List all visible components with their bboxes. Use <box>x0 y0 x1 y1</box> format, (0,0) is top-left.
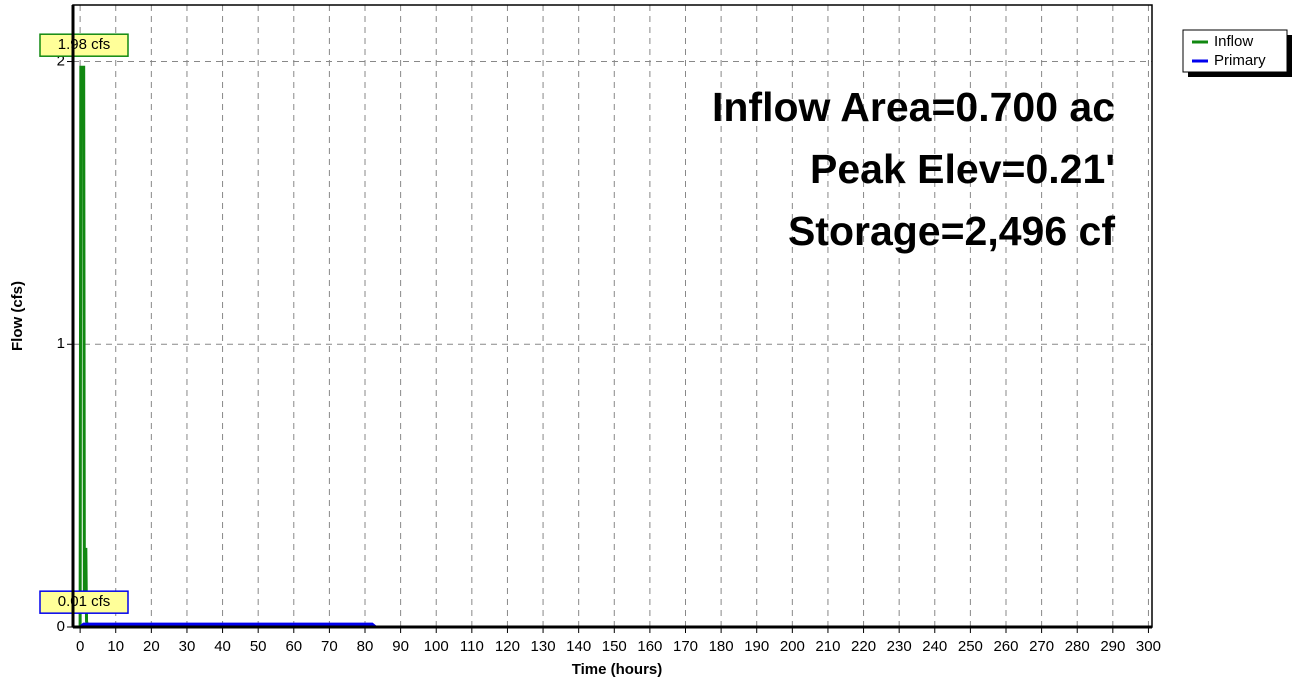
x-tick-label: 160 <box>637 638 662 655</box>
x-tick-label: 210 <box>815 638 840 655</box>
x-tick-label: 250 <box>958 638 983 655</box>
x-tick-label: 120 <box>495 638 520 655</box>
x-tick-label: 290 <box>1100 638 1125 655</box>
x-tick-label: 40 <box>214 638 231 655</box>
x-tick-label: 220 <box>851 638 876 655</box>
y-axis-label: Flow (cfs) <box>9 281 26 351</box>
x-tick-label: 140 <box>566 638 591 655</box>
peak-label: 0.01 cfs <box>58 593 111 610</box>
x-tick-label: 240 <box>922 638 947 655</box>
x-tick-label: 30 <box>179 638 196 655</box>
x-tick-label: 90 <box>392 638 409 655</box>
x-tick-label: 150 <box>602 638 627 655</box>
x-tick-label: 190 <box>744 638 769 655</box>
x-tick-label: 300 <box>1136 638 1161 655</box>
peak-label: 1.98 cfs <box>58 36 111 53</box>
x-tick-label: 10 <box>107 638 124 655</box>
annotation: Peak Elev=0.21' <box>810 146 1115 192</box>
peak-label-box <box>39 33 129 57</box>
legend-box <box>1182 29 1288 73</box>
x-tick-label: 230 <box>887 638 912 655</box>
x-axis-label: Time (hours) <box>572 661 663 678</box>
x-tick-label: 200 <box>780 638 805 655</box>
x-tick-label: 80 <box>357 638 374 655</box>
x-tick-label: 180 <box>709 638 734 655</box>
x-tick-label: 70 <box>321 638 338 655</box>
x-tick-label: 130 <box>531 638 556 655</box>
x-tick-label: 270 <box>1029 638 1054 655</box>
x-tick-label: 110 <box>460 638 484 655</box>
peak-label-box <box>39 590 129 614</box>
x-tick-label: 20 <box>143 638 160 655</box>
legend-label: Primary <box>1214 52 1266 69</box>
x-tick-label: 260 <box>993 638 1018 655</box>
annotation: Storage=2,496 cf <box>788 208 1115 254</box>
x-tick-label: 50 <box>250 638 267 655</box>
y-tick-label: 0 <box>57 618 65 635</box>
x-tick-label: 100 <box>424 638 449 655</box>
x-tick-label: 280 <box>1065 638 1090 655</box>
y-tick-label: 1 <box>57 335 65 352</box>
x-tick-label: 60 <box>285 638 302 655</box>
legend-label: Inflow <box>1214 33 1253 50</box>
annotation: Inflow Area=0.700 ac <box>712 84 1115 130</box>
x-tick-label: 0 <box>76 638 84 655</box>
x-tick-label: 170 <box>673 638 698 655</box>
y-tick-label: 2 <box>57 53 65 70</box>
